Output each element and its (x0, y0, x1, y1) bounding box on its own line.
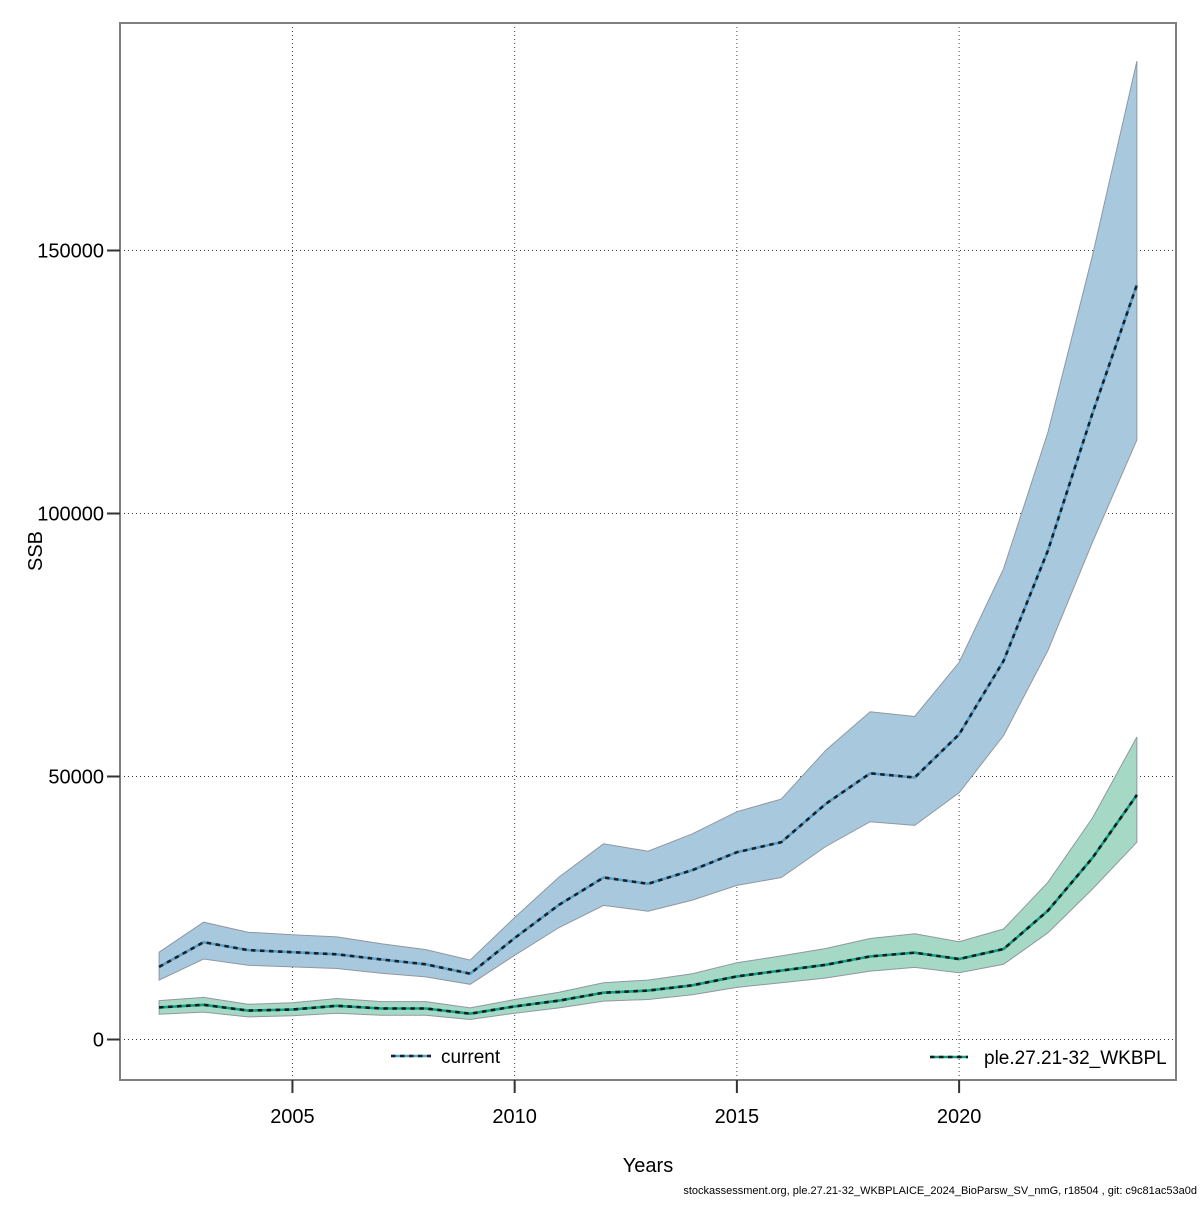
y-tick-label: 0 (93, 1029, 104, 1051)
ribbon-ple.27.21-32_WKBPL (158, 736, 1138, 1021)
ribbon-current (158, 60, 1138, 985)
axis-ticks (107, 249, 961, 1093)
legend-entry-ple.27.21-32_WKBPL: ple.27.21-32_WKBPL (930, 1048, 1167, 1069)
legend-entry-current: current (391, 1047, 501, 1068)
x-tick-label: 2020 (937, 1106, 982, 1128)
legend-label-ple.27.21-32_WKBPL: ple.27.21-32_WKBPL (984, 1048, 1167, 1069)
y-tick-label: 150000 (37, 240, 104, 262)
median-lines (158, 284, 1139, 1016)
legend-label-current: current (441, 1047, 501, 1068)
confidence-ribbons (158, 60, 1138, 1021)
plot-frame (119, 22, 1177, 1081)
y-tick-label: 50000 (48, 766, 104, 788)
median-line-dash-ple.27.21-32_WKBPL (159, 794, 1138, 1016)
median-line-base-current (158, 284, 1139, 976)
x-tick-label: 2010 (492, 1106, 537, 1128)
x-tick-label: 2005 (270, 1106, 315, 1128)
axis-tick-labels: 2005 2010 2015 2020 0 50000 100000 150000 (37, 240, 981, 1128)
x-axis-title: Years (623, 1155, 673, 1177)
y-tick-label: 100000 (37, 503, 104, 525)
legend: current ple.27.21-32_WKBPL (391, 1047, 1167, 1069)
y-axis-title: SSB (25, 531, 47, 571)
footer-text: stockassessment.org, ple.27.21-32_WKBPLA… (683, 1185, 1197, 1197)
gridlines (120, 23, 1176, 1080)
x-tick-label: 2015 (715, 1106, 760, 1128)
